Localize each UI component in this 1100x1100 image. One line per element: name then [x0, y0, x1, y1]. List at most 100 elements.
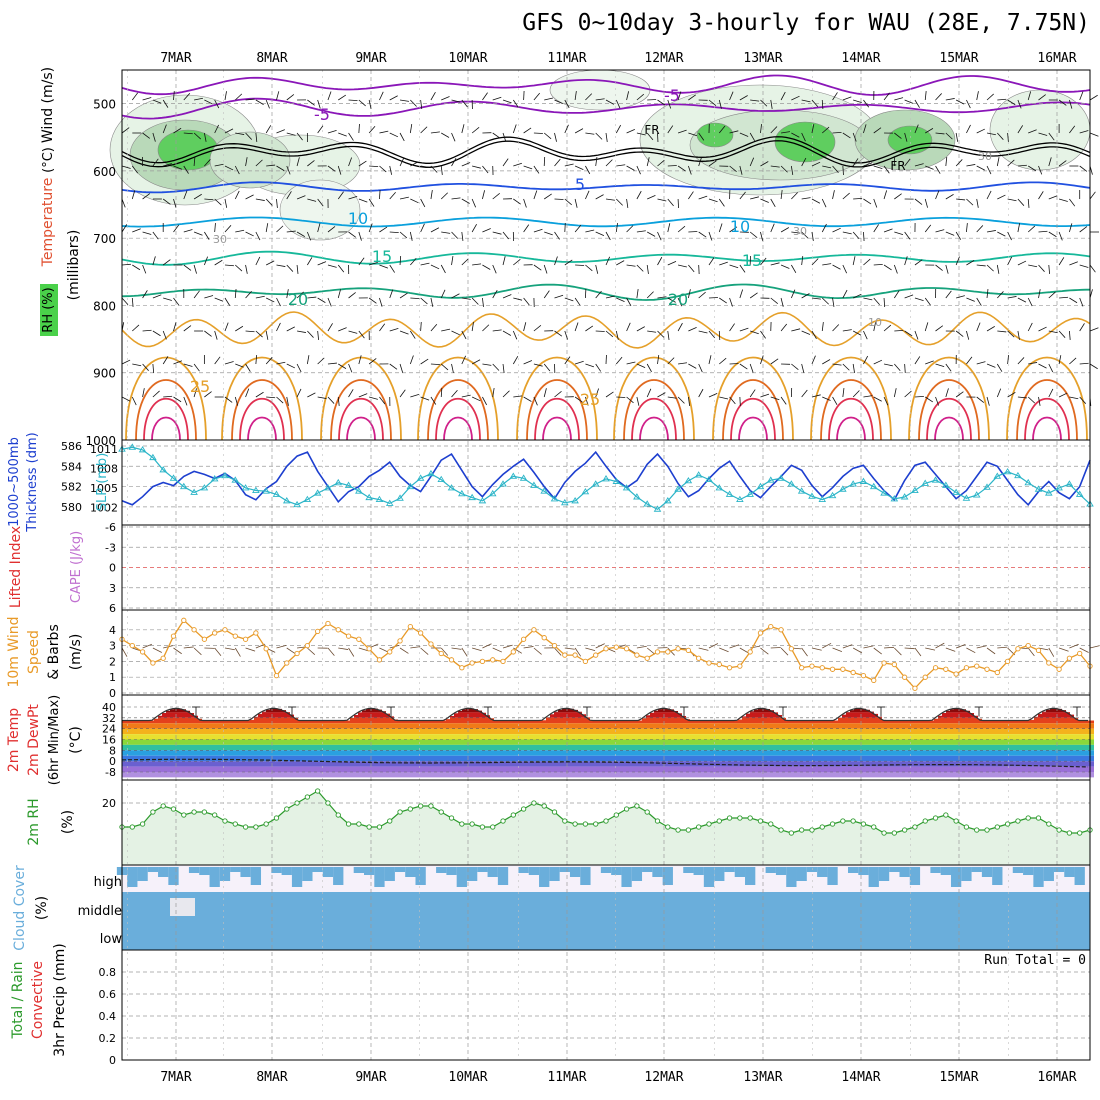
upper-wind-barb: [430, 131, 440, 134]
cloud-high-bar: [312, 867, 323, 872]
upper-wind-barb: [811, 231, 814, 241]
upper-wind-barb: [729, 323, 735, 332]
thickness-tick: 584: [61, 460, 82, 473]
upper-wind-barb: [276, 297, 281, 307]
upper-wind-barb: [605, 132, 608, 142]
upper-wind-barb: [821, 126, 830, 134]
upper-wind-barb: [626, 91, 630, 101]
upper-wind-barb: [492, 290, 498, 299]
upper-wind-barb: [379, 91, 384, 101]
upper-wind-barb: [399, 389, 406, 398]
surface-wind-barb: [564, 647, 575, 650]
upper-wind-barb: [863, 99, 870, 108]
upper-wind-barb: [791, 192, 798, 200]
upper-wind-barb: [657, 99, 666, 106]
upper-wind-barb: [770, 165, 780, 168]
upper-wind-barb: [368, 358, 377, 365]
slp-marker: [355, 487, 363, 494]
upper-wind-barb: [265, 357, 273, 365]
rh-2m-marker: [654, 818, 661, 824]
upper-wind-barb: [245, 132, 253, 140]
slp-marker: [633, 493, 641, 500]
temp-2m-line: [122, 707, 1088, 722]
slp-marker: [1075, 490, 1084, 497]
upper-wind-barb: [1058, 330, 1066, 338]
upper-wind-barb: [811, 330, 817, 339]
cloud-high-bar: [374, 867, 385, 887]
upper-wind-barb: [451, 256, 454, 266]
temp-color-band: [122, 755, 1094, 762]
upper-wind-barb: [348, 363, 353, 373]
upper-wind-barb: [595, 98, 605, 101]
upper-wind-barb: [502, 330, 512, 336]
upper-wind-barb: [440, 363, 449, 371]
cloud-high-bar: [868, 867, 879, 887]
low-level-isotherm: [631, 398, 677, 441]
upper-wind-barb: [801, 330, 811, 335]
upper-wind-barb: [615, 99, 621, 109]
upper-wind-barb: [1038, 289, 1041, 299]
low-level-isotherm: [1024, 398, 1070, 441]
surface-wind-barb: [780, 647, 789, 656]
upper-wind-barb: [1007, 132, 1009, 143]
upper-wind-barb: [513, 198, 521, 205]
upper-wind-barb: [564, 99, 570, 109]
upper-wind-barb: [986, 264, 994, 272]
wind-tick: 0: [109, 687, 116, 700]
upper-wind-barb: [544, 231, 553, 236]
slp-marker: [962, 494, 971, 501]
upper-wind-barb: [976, 297, 982, 306]
slp-marker: [406, 482, 415, 490]
surface-wind-barb: [307, 647, 316, 655]
slp-marker: [550, 495, 559, 502]
wind-speed-marker: [1077, 650, 1083, 657]
upper-wind-barb: [626, 361, 636, 365]
cloud-high-bar: [281, 867, 292, 875]
upper-wind-barb: [636, 132, 646, 136]
upper-wind-barb: [276, 322, 281, 332]
rh-2m-marker: [541, 803, 547, 809]
upper-wind-barb: [1038, 326, 1047, 332]
upper-wind-barb: [935, 190, 940, 200]
upper-wind-barb: [719, 357, 727, 365]
upper-wind-barb: [296, 330, 306, 333]
upper-wind-barb: [461, 355, 466, 365]
upper-wind-barb: [636, 190, 642, 200]
upper-wind-barb: [955, 391, 964, 398]
wind-speed-marker: [222, 627, 228, 633]
cloud-high-bar: [642, 867, 653, 872]
upper-wind-barb: [554, 132, 557, 142]
upper-wind-barb: [791, 264, 797, 273]
wind-speed-marker: [284, 660, 290, 666]
low-level-isotherm: [417, 356, 499, 441]
upper-wind-barb: [338, 94, 347, 101]
upper-wind-barb: [801, 132, 806, 142]
upper-wind-barb: [1079, 91, 1084, 101]
upper-wind-barb: [708, 257, 715, 266]
slp-marker: [756, 482, 765, 490]
upper-wind-barb: [214, 259, 223, 266]
upper-wind-barb: [1007, 198, 1017, 202]
upper-wind-barb: [368, 297, 377, 304]
upper-wind-barb: [286, 326, 295, 332]
upper-wind-barb: [945, 231, 955, 236]
label-wind-unit: (m/s): [68, 634, 84, 671]
cloud-high-bar: [858, 867, 869, 875]
isotherm-minus5-upper: [121, 74, 1091, 96]
upper-wind-barb: [368, 125, 376, 134]
upper-wind-barb: [801, 231, 809, 239]
upper-wind-barb: [791, 328, 801, 332]
upper-wind-barb: [986, 132, 996, 136]
upper-wind-barb: [976, 264, 986, 267]
upper-wind-barb: [667, 396, 677, 399]
upper-wind-barb: [698, 291, 706, 299]
upper-wind-barb: [162, 330, 167, 340]
rh-shade-area: [696, 122, 734, 148]
surface-wind-barb: [152, 647, 162, 653]
cloud-high-bar: [127, 867, 138, 887]
precip-tick: 0.6: [99, 988, 117, 1001]
upper-wind-barb: [935, 396, 939, 406]
cloud-high-bar: [580, 867, 591, 885]
surface-wind-barb: [348, 647, 355, 657]
low-level-isotherm: [135, 379, 197, 441]
